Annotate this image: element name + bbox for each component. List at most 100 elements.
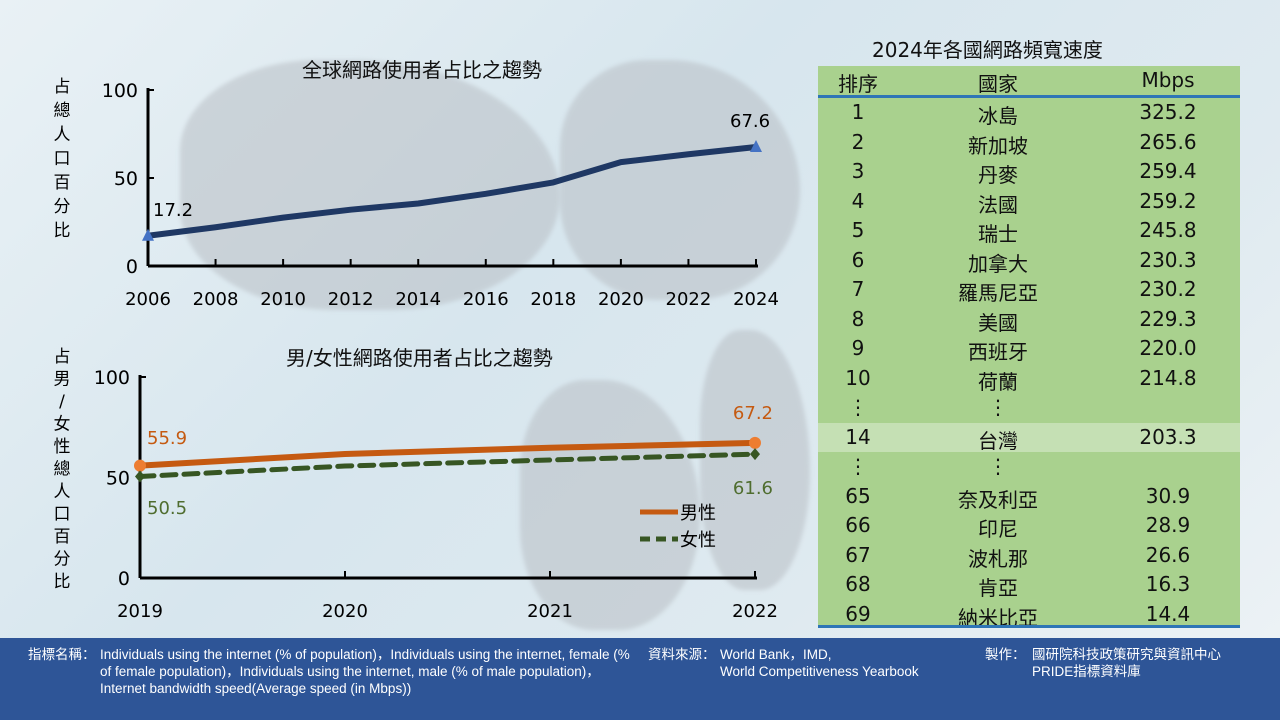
table-header: 排序 國家 Mbps	[818, 66, 1240, 96]
y-tick-label: 50	[114, 168, 138, 190]
rank-cell: 2	[851, 129, 865, 154]
rank-cell: 3	[851, 159, 865, 183]
table-row: 66 印尼 28.9	[818, 511, 1240, 541]
country-cell: 瑞士	[978, 222, 1018, 246]
country-cell: 法國	[978, 192, 1018, 217]
source-line1: World Bank，IMD,	[720, 647, 832, 662]
y-axis-label-char: 人	[54, 125, 71, 145]
data-label: 61.6	[733, 478, 773, 499]
country-cell: 台灣	[978, 428, 1018, 453]
series-line-female	[137, 451, 758, 479]
data-label: 50.5	[147, 498, 187, 519]
y-axis-label-char: 總	[54, 101, 71, 121]
table-row: 1 冰島 325.2	[818, 98, 1240, 128]
x-tick-label: 2019	[117, 601, 163, 622]
rank-cell: 66	[845, 513, 871, 537]
table-row: 6 加拿大 230.3	[818, 246, 1240, 276]
y-axis-label-char: 男	[54, 370, 71, 390]
rank-cell: 5	[851, 218, 865, 242]
mbps-cell: 229.3	[1139, 306, 1197, 331]
indicator-text: Individuals using the internet (% of pop…	[100, 647, 630, 696]
table-row: 3 丹麥 259.4	[818, 157, 1240, 187]
rank-cell: 排序	[838, 72, 878, 96]
country-cell: 荷蘭	[978, 369, 1018, 394]
bottom-rule	[818, 625, 1240, 628]
mbps-cell: 28.9	[1145, 513, 1191, 537]
y-axis-label-char: 性	[54, 437, 71, 457]
y-axis-label-char: 百	[54, 173, 71, 193]
mbps-cell: 220.0	[1139, 336, 1197, 360]
country-cell: 美國	[978, 310, 1018, 335]
mbps-cell: 230.3	[1139, 247, 1197, 272]
table-title: 2024年各國網路頻寬速度	[872, 38, 1103, 62]
rank-cell: 65	[845, 483, 871, 508]
table-row: 7 羅馬尼亞 230.2	[818, 275, 1240, 305]
y-axis-label-char: 分	[54, 550, 71, 570]
x-tick-label: 2014	[395, 289, 441, 310]
y-axis-label-char: 比	[54, 221, 71, 241]
indicator-label: 指標名稱：	[28, 647, 96, 662]
mbps-cell: 245.8	[1139, 218, 1197, 242]
mbps-cell: 325.2	[1139, 100, 1197, 124]
rank-cell: 10	[845, 365, 871, 390]
country-cell: 奈及利亞	[958, 487, 1038, 512]
footer: 指標名稱： Individuals using the internet (% …	[0, 638, 1280, 720]
y-tick-label: 0	[118, 568, 130, 590]
x-tick-label: 2006	[125, 289, 171, 310]
x-tick-label: 2022	[666, 289, 712, 310]
y-axis-label-char: 分	[54, 197, 71, 217]
mbps-cell: 230.2	[1139, 277, 1197, 301]
legend-label: 女性	[680, 530, 716, 551]
header-rule	[818, 95, 1240, 98]
rank-cell: ⋮	[848, 395, 868, 419]
country-cell: ⋮	[988, 454, 1008, 478]
table-row: ⋮ ⋮	[818, 452, 1240, 482]
country-cell: 西班牙	[968, 340, 1028, 364]
y-axis-label-char: 口	[54, 505, 71, 525]
country-cell: 國家	[978, 72, 1018, 96]
country-cell: 羅馬尼亞	[958, 281, 1038, 305]
mbps-cell: 259.4	[1139, 159, 1197, 183]
chart1-title: 全球網路使用者占比之趨勢	[302, 58, 542, 82]
country-cell: 丹麥	[978, 163, 1018, 187]
mbps-cell: 214.8	[1139, 365, 1197, 390]
y-axis-label-char: 百	[54, 527, 71, 547]
mbps-cell: 203.3	[1139, 424, 1197, 449]
rank-cell: 1	[851, 100, 865, 124]
x-tick-label: 2024	[733, 289, 779, 310]
mbps-cell: 26.6	[1145, 542, 1191, 567]
data-marker	[134, 459, 146, 472]
country-cell: 新加坡	[968, 133, 1028, 158]
data-marker	[749, 436, 761, 449]
rank-cell: 67	[845, 542, 871, 567]
data-label: 17.2	[153, 200, 193, 221]
legend-label: 男性	[680, 503, 716, 524]
table-row: 8 美國 229.3	[818, 305, 1240, 335]
y-axis-label-char: 占	[54, 77, 71, 97]
rank-cell: ⋮	[848, 454, 868, 478]
table-row: 2 新加坡 265.6	[818, 128, 1240, 158]
rank-cell: 69	[845, 601, 871, 626]
table-row: 9 西班牙 220.0	[818, 334, 1240, 364]
country-cell: 冰島	[978, 104, 1018, 128]
y-tick-label: 0	[126, 256, 138, 278]
data-marker	[750, 448, 760, 461]
data-marker	[142, 228, 154, 241]
mbps-cell: 30.9	[1145, 483, 1191, 508]
y-axis-label-char: 人	[54, 482, 71, 502]
map-bg	[180, 60, 560, 310]
country-cell: 加拿大	[968, 251, 1028, 276]
y-tick-label: 50	[106, 468, 130, 490]
data-label: 67.6	[730, 111, 770, 132]
table-row: 4 法國 259.2	[818, 187, 1240, 217]
mbps-cell: Mbps	[1141, 68, 1195, 92]
y-axis-label-char: 占	[54, 347, 71, 367]
country-cell: ⋮	[988, 395, 1008, 419]
map-bg	[560, 60, 800, 300]
data-label: 55.9	[147, 428, 187, 449]
x-tick-label: 2008	[193, 289, 239, 310]
x-tick-label: 2018	[530, 289, 576, 310]
x-tick-label: 2010	[260, 289, 306, 310]
mbps-cell: 14.4	[1145, 601, 1191, 626]
maker-line2: PRIDE指標資料庫	[1032, 664, 1141, 679]
